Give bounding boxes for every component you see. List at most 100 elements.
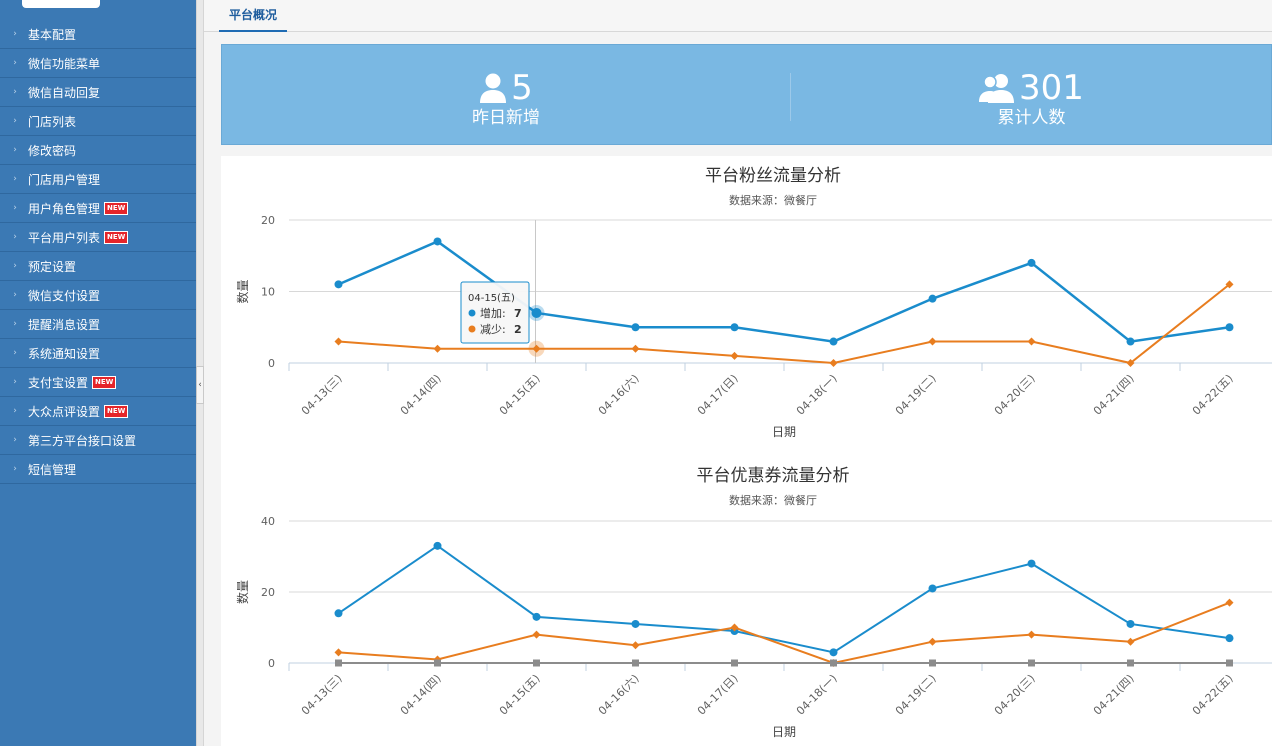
sidebar-item[interactable]: › 微信功能菜单 bbox=[0, 49, 196, 78]
x-tick-label: 04-19(二) bbox=[893, 672, 939, 718]
y-axis-label: 数量 bbox=[235, 580, 250, 604]
chevron-right-icon: › bbox=[13, 145, 17, 155]
data-point bbox=[730, 623, 739, 632]
data-point bbox=[533, 659, 540, 667]
data-point bbox=[1126, 619, 1135, 628]
x-tick-label: 04-21(四) bbox=[1091, 372, 1137, 418]
sidebar-item-label: 微信功能菜单 bbox=[28, 56, 101, 71]
chevron-right-icon: › bbox=[13, 203, 17, 213]
new-badge: NEW bbox=[104, 404, 129, 418]
data-point bbox=[1126, 637, 1135, 646]
collapse-sidebar-button[interactable]: ‹ bbox=[196, 366, 204, 404]
sidebar-menu: › 基本配置 › 微信功能菜单 › 微信自动回复 › 门店列表 › 修改密码 › 门店用户管理 › 用户角… bbox=[0, 20, 196, 484]
sidebar-item-label: 第三方平台接口设置 bbox=[28, 433, 137, 448]
data-point bbox=[532, 630, 541, 639]
tooltip-title: 04-15(五) bbox=[468, 293, 515, 304]
sidebar-item[interactable]: › 修改密码 bbox=[0, 136, 196, 165]
sidebar-item-label: 提醒消息设置 bbox=[28, 317, 101, 332]
x-axis-label: 日期 bbox=[772, 425, 796, 439]
sidebar-item[interactable]: › 门店用户管理 bbox=[0, 165, 196, 194]
data-point bbox=[1027, 559, 1036, 568]
x-tick-label: 04-18(一) bbox=[794, 672, 840, 718]
data-point bbox=[829, 337, 838, 346]
sidebar-item[interactable]: › 短信管理 bbox=[0, 455, 196, 484]
stat-total: 301 累计人数 bbox=[790, 45, 1272, 146]
data-point bbox=[433, 541, 442, 550]
y-tick-label: 0 bbox=[268, 657, 275, 670]
tooltip-marker bbox=[468, 325, 476, 333]
sidebar-item[interactable]: › 平台用户列表 NEW bbox=[0, 223, 196, 252]
data-point bbox=[1027, 630, 1036, 639]
data-point bbox=[1225, 323, 1234, 332]
data-point bbox=[334, 648, 343, 657]
sidebar-item[interactable]: › 系统通知设置 bbox=[0, 339, 196, 368]
sidebar-item[interactable]: › 门店列表 bbox=[0, 107, 196, 136]
chevron-right-icon: › bbox=[13, 348, 17, 358]
chart-title: 平台优惠券流量分析 bbox=[697, 466, 850, 486]
sidebar-item[interactable]: › 提醒消息设置 bbox=[0, 310, 196, 339]
data-point bbox=[334, 609, 343, 618]
tooltip-marker bbox=[468, 309, 476, 317]
charts-area: 平台粉丝流量分析 数据来源：微餐厅 0 10 20 04-13(三) 04-14(四) 04-… bbox=[221, 156, 1272, 746]
data-point bbox=[928, 294, 937, 303]
data-point bbox=[334, 337, 343, 346]
tab-overview[interactable]: 平台概况 bbox=[219, 0, 287, 32]
data-point bbox=[928, 637, 937, 646]
data-point bbox=[929, 659, 936, 667]
x-tick-label: 04-15(五) bbox=[497, 372, 543, 418]
data-point bbox=[631, 344, 640, 353]
data-point bbox=[730, 351, 739, 360]
y-tick-label: 0 bbox=[268, 357, 275, 370]
y-tick-label: 20 bbox=[261, 214, 275, 227]
sidebar-item-label: 支付宝设置 bbox=[28, 375, 89, 390]
new-yesterday-value: 5 bbox=[511, 68, 533, 108]
sidebar-item[interactable]: › 用户角色管理 NEW bbox=[0, 194, 196, 223]
x-tick-label: 04-13(三) bbox=[299, 372, 345, 418]
chart-subtitle: 数据来源：微餐厅 bbox=[729, 493, 817, 507]
x-tick-label: 04-22(五) bbox=[1190, 372, 1236, 418]
data-point bbox=[334, 280, 343, 289]
y-tick-label: 20 bbox=[261, 586, 275, 599]
series-line bbox=[338, 601, 1230, 665]
data-point bbox=[632, 659, 639, 667]
data-point bbox=[1126, 359, 1135, 367]
sidebar-item[interactable]: › 基本配置 bbox=[0, 20, 196, 49]
tooltip-row-label: 增加: bbox=[480, 306, 506, 320]
sidebar-item[interactable]: › 微信支付设置 bbox=[0, 281, 196, 310]
data-point bbox=[1225, 598, 1234, 607]
data-point bbox=[1027, 337, 1036, 346]
x-tick-label: 04-22(五) bbox=[1190, 672, 1236, 718]
data-point bbox=[1226, 659, 1233, 667]
data-point bbox=[928, 337, 937, 346]
sidebar-item-label: 修改密码 bbox=[28, 143, 77, 158]
x-tick-label: 04-14(四) bbox=[398, 672, 444, 718]
chevron-right-icon: › bbox=[13, 464, 17, 474]
x-tick-label: 04-17(日) bbox=[695, 672, 741, 718]
x-tick-label: 04-16(六) bbox=[596, 672, 642, 718]
x-tick-label: 04-21(四) bbox=[1091, 672, 1137, 718]
hover-halo bbox=[528, 340, 545, 357]
data-point bbox=[730, 323, 739, 332]
chevron-right-icon: › bbox=[13, 29, 17, 39]
sidebar-item[interactable]: › 第三方平台接口设置 bbox=[0, 426, 196, 455]
sidebar-item[interactable]: › 支付宝设置 NEW bbox=[0, 368, 196, 397]
data-point bbox=[1225, 280, 1234, 289]
data-point bbox=[433, 344, 442, 353]
data-point bbox=[532, 612, 541, 621]
user-icon bbox=[480, 73, 507, 103]
data-point bbox=[1027, 258, 1036, 267]
sidebar-item[interactable]: › 微信自动回复 bbox=[0, 78, 196, 107]
sidebar-item-label: 预定设置 bbox=[28, 259, 77, 274]
new-badge: NEW bbox=[104, 230, 129, 244]
chevron-right-icon: › bbox=[13, 290, 17, 300]
sidebar-item[interactable]: › 大众点评设置 NEW bbox=[0, 397, 196, 426]
chevron-right-icon: › bbox=[13, 232, 17, 242]
sidebar-item-label: 微信自动回复 bbox=[28, 85, 101, 100]
chevron-right-icon: › bbox=[13, 319, 17, 329]
x-tick-label: 04-16(六) bbox=[596, 372, 642, 418]
data-point bbox=[532, 344, 541, 353]
sidebar-item-label: 微信支付设置 bbox=[28, 288, 101, 303]
x-tick-label: 04-14(四) bbox=[398, 372, 444, 418]
sidebar-item[interactable]: › 预定设置 bbox=[0, 252, 196, 281]
